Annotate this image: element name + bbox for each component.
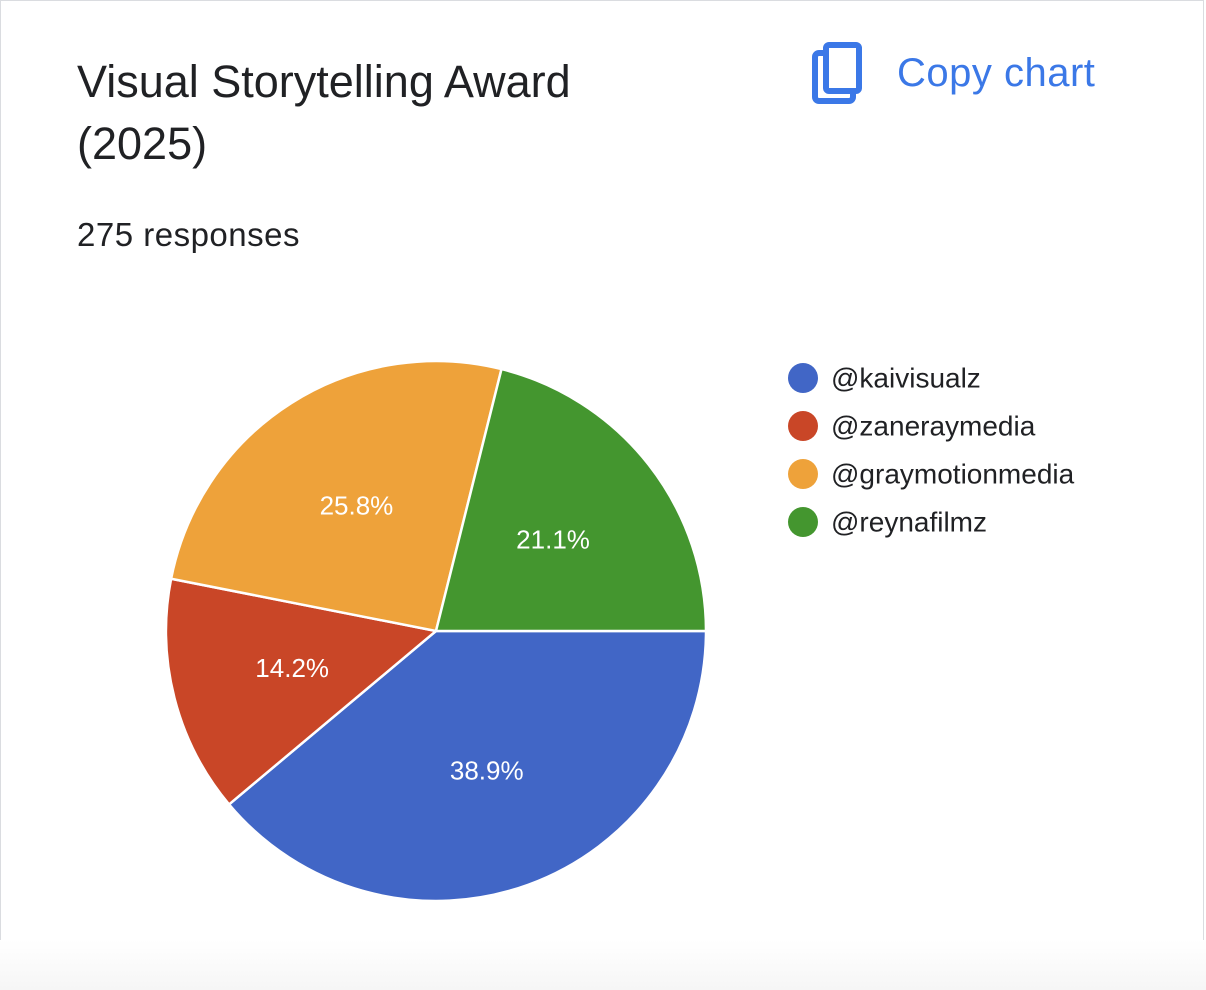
legend-swatch: [788, 411, 818, 441]
legend-item[interactable]: @graymotionmedia: [788, 459, 1075, 490]
copy-icon: [812, 42, 862, 104]
pie-slice-labels: 38.9% 14.2% 25.8% 21.1%: [255, 491, 590, 786]
legend-label: @zaneraymedia: [831, 411, 1036, 442]
slice-percent-label: 21.1%: [516, 525, 590, 555]
slice-percent-label: 25.8%: [320, 491, 394, 521]
slice-percent-label: 14.2%: [255, 653, 329, 683]
legend: @kaivisualz @zaneraymedia @graymotionmedia…: [788, 363, 1075, 538]
pie-chart: 38.9% 14.2% 25.8% 21.1% @kaivisualz @zaneray…: [1, 301, 1206, 941]
pie-chart-svg: 38.9% 14.2% 25.8% 21.1% @kaivisualz @zaneray…: [164, 359, 1075, 903]
slice-percent-label: 38.9%: [450, 756, 524, 786]
pie-slice-zaneraymedia[interactable]: [164, 577, 438, 806]
legend-swatch: [788, 363, 818, 393]
pie-slice-kaivisualz[interactable]: [227, 629, 708, 903]
legend-label: @reynafilmz: [831, 507, 987, 538]
legend-item[interactable]: @zaneraymedia: [788, 411, 1036, 442]
pie-slices: [164, 359, 708, 903]
legend-label: @kaivisualz: [831, 363, 981, 394]
response-count: 275 responses: [77, 216, 300, 253]
legend-label: @graymotionmedia: [831, 459, 1075, 490]
legend-item[interactable]: @kaivisualz: [788, 363, 981, 394]
legend-swatch: [788, 459, 818, 489]
pie-slice-reynafilmz[interactable]: [434, 367, 708, 633]
chart-title: Visual Storytelling Award (2025): [77, 56, 571, 169]
legend-swatch: [788, 507, 818, 537]
pie-slice-graymotionmedia[interactable]: [169, 359, 503, 633]
legend-item[interactable]: @reynafilmz: [788, 507, 987, 538]
bottom-edge: [0, 940, 1206, 990]
copy-chart-button[interactable]: Copy chart: [801, 41, 1103, 105]
copy-chart-label: Copy chart: [897, 50, 1096, 95]
